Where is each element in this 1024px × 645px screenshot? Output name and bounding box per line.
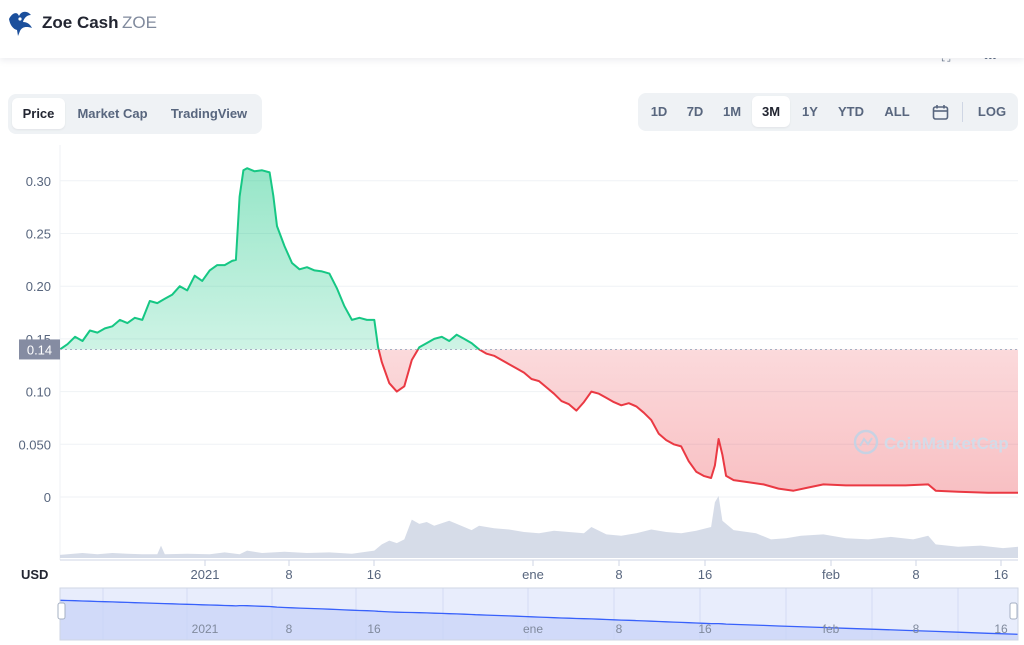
- navigator-tick-label: feb: [823, 622, 840, 636]
- range-1m-button[interactable]: 1M: [722, 104, 742, 119]
- volume-bars: [60, 496, 1018, 558]
- coinmarketcap-logo-icon: [853, 429, 879, 455]
- calendar-icon[interactable]: [932, 104, 949, 121]
- current-price-label: 0.14: [27, 342, 52, 357]
- volume-area: [60, 496, 1018, 558]
- zoe-cash-logo-icon: [9, 11, 32, 36]
- range-1d-button[interactable]: 1D: [650, 104, 668, 119]
- tab-price[interactable]: Price: [12, 98, 65, 129]
- x-tick-label: 16: [994, 567, 1008, 582]
- tab-market-cap[interactable]: Market Cap: [77, 106, 148, 121]
- range-separator: [962, 102, 963, 122]
- x-tick-label: 8: [285, 567, 292, 582]
- log-scale-button[interactable]: LOG: [977, 104, 1007, 119]
- x-tick-label: ene: [522, 567, 544, 582]
- current-price-badge: [19, 339, 60, 360]
- coin-symbol: ZOE: [122, 13, 157, 32]
- price-line: [60, 167, 1018, 494]
- x-tick-label: 8: [615, 567, 622, 582]
- watermark-text: CoinMarketCap: [884, 434, 1009, 453]
- navigator-tick-label: 8: [913, 622, 920, 636]
- chart-type-tabs: Price Market Cap TradingView: [8, 94, 262, 134]
- y-tick-label: 0.10: [26, 385, 51, 400]
- tab-tradingview[interactable]: TradingView: [170, 106, 248, 121]
- x-tick-label: 8: [912, 567, 919, 582]
- y-tick-label: 0.30: [26, 174, 51, 189]
- y-tick-label: 0.25: [26, 227, 51, 242]
- x-tick-label: 2021: [191, 567, 220, 582]
- range-all-button[interactable]: ALL: [884, 104, 910, 119]
- y-tick-label: 0.050: [18, 437, 51, 452]
- price-area-up: [60, 168, 1018, 350]
- range-3m-button[interactable]: 3M: [752, 96, 790, 127]
- navigator-left-handle: [57, 602, 66, 620]
- range-1y-button[interactable]: 1Y: [802, 104, 818, 119]
- x-tick-label: 16: [698, 567, 712, 582]
- navigator-tick-label: 16: [994, 622, 1008, 636]
- navigator-line: [59, 599, 1019, 635]
- x-tick-label: 16: [367, 567, 381, 582]
- x-axis: 2021 8 16 ene 8 16 feb 8 16 USD: [21, 559, 1018, 582]
- navigator-tick-label: 8: [616, 622, 623, 636]
- coin-name: Zoe Cash: [42, 13, 119, 32]
- navigator-tick-label: 8: [286, 622, 293, 636]
- range-ytd-button[interactable]: YTD: [838, 104, 864, 119]
- range-navigator[interactable]: 2021 8 16 ene 8 16 feb 8 16: [57, 587, 1019, 641]
- y-tick-label: 0: [44, 490, 51, 505]
- price-area: [60, 168, 1018, 493]
- currency-label: USD: [21, 567, 48, 582]
- time-range-selector: 1D 7D 1M 3M 1Y YTD ALL LOG: [638, 93, 1018, 131]
- navigator-tick-label: 16: [367, 622, 381, 636]
- price-line-down: [60, 349, 1018, 494]
- coin-header: Zoe Cash ZOE: [0, 0, 1024, 58]
- coinmarketcap-logo-mark: [859, 437, 873, 447]
- navigator-tick-label: 2021: [192, 622, 219, 636]
- watermark: CoinMarketCap: [853, 429, 1009, 455]
- navigator-tick-label: 16: [698, 622, 712, 636]
- navigator-tick-label: ene: [523, 622, 543, 636]
- x-tick-label: feb: [822, 567, 840, 582]
- price-area-down: [378, 349, 1018, 493]
- navigator-area: [60, 600, 1018, 640]
- y-tick-label: 0.20: [26, 279, 51, 294]
- price-line-up: [60, 167, 482, 350]
- navigator-right-handle: [1009, 602, 1018, 620]
- range-7d-button[interactable]: 7D: [686, 104, 704, 119]
